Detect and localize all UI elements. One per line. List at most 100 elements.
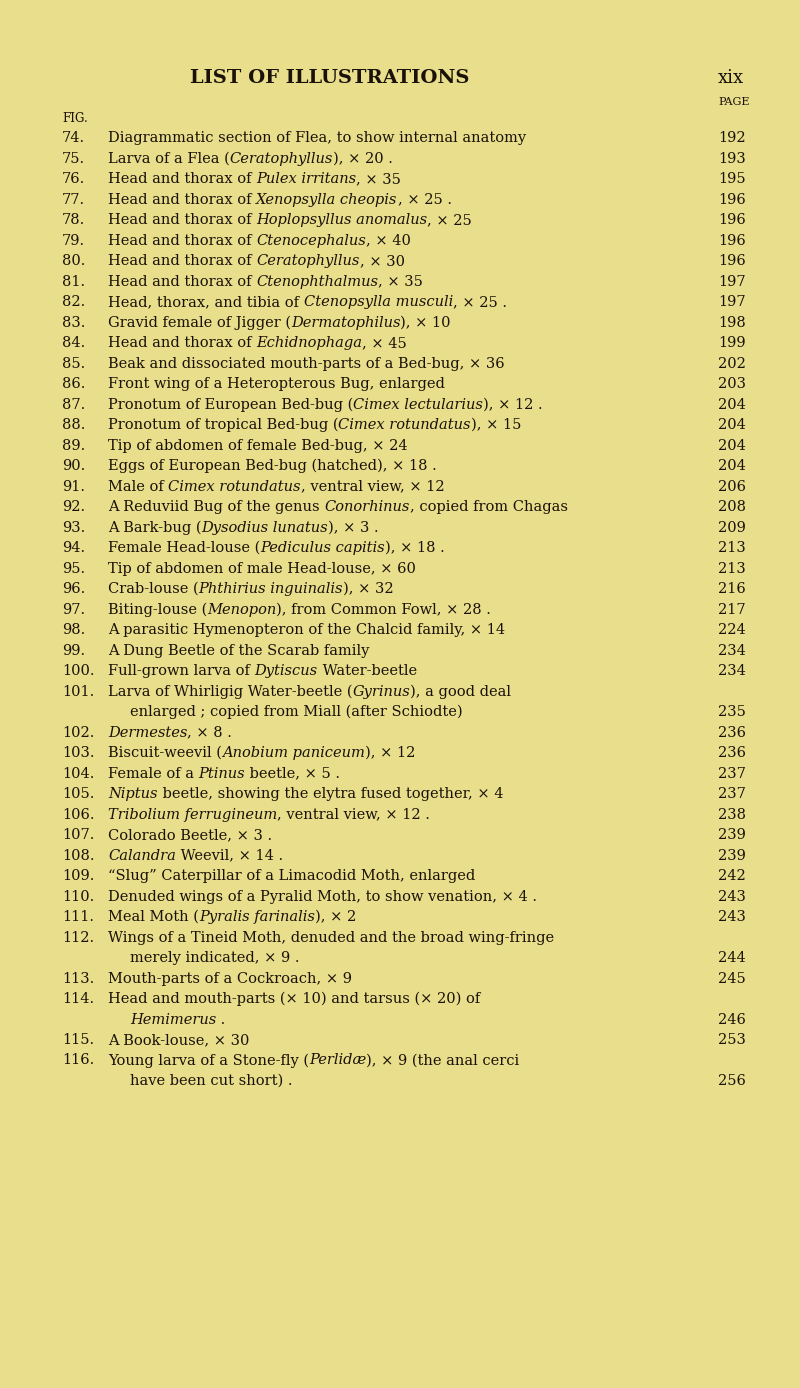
Text: Front wing of a Heteropterous Bug, enlarged: Front wing of a Heteropterous Bug, enlar… [108, 378, 445, 391]
Text: A parasitic Hymenopteron of the Chalcid family, × 14: A parasitic Hymenopteron of the Chalcid … [108, 623, 505, 637]
Text: Anobium paniceum: Anobium paniceum [222, 745, 365, 761]
Text: Cimex rotundatus: Cimex rotundatus [338, 418, 471, 432]
Text: 102.: 102. [62, 726, 94, 740]
Text: 89.: 89. [62, 439, 86, 452]
Text: 96.: 96. [62, 582, 86, 595]
Text: ), × 18 .: ), × 18 . [385, 541, 445, 555]
Text: Niptus: Niptus [108, 787, 158, 801]
Text: Pronotum of European Bed-bug (: Pronotum of European Bed-bug ( [108, 397, 354, 412]
Text: Perlidæ: Perlidæ [309, 1053, 366, 1067]
Text: 235: 235 [718, 705, 746, 719]
Text: Colorado Beetle, × 3 .: Colorado Beetle, × 3 . [108, 829, 272, 843]
Text: 105.: 105. [62, 787, 94, 801]
Text: Calandra: Calandra [108, 848, 176, 862]
Text: Pronotum of tropical Bed-bug (: Pronotum of tropical Bed-bug ( [108, 418, 338, 432]
Text: 198: 198 [718, 315, 746, 329]
Text: Head, thorax, and tibia of: Head, thorax, and tibia of [108, 296, 304, 310]
Text: 204: 204 [718, 397, 746, 411]
Text: , × 25 .: , × 25 . [398, 193, 451, 207]
Text: 238: 238 [718, 808, 746, 822]
Text: Mouth-parts of a Cockroach, × 9: Mouth-parts of a Cockroach, × 9 [108, 972, 352, 985]
Text: Head and thorax of: Head and thorax of [108, 212, 256, 228]
Text: 196: 196 [718, 233, 746, 247]
Text: A Book-louse, × 30: A Book-louse, × 30 [108, 1033, 250, 1047]
Text: Head and mouth-parts (× 10) and tarsus (× 20) of: Head and mouth-parts (× 10) and tarsus (… [108, 992, 480, 1006]
Text: 101.: 101. [62, 684, 94, 698]
Text: 81.: 81. [62, 275, 85, 289]
Text: 206: 206 [718, 479, 746, 494]
Text: Young larva of a Stone-fly (: Young larva of a Stone-fly ( [108, 1053, 309, 1067]
Text: 74.: 74. [62, 130, 85, 144]
Text: A Reduviid Bug of the genus: A Reduviid Bug of the genus [108, 500, 324, 514]
Text: Tip of abdomen of female Bed-bug, × 24: Tip of abdomen of female Bed-bug, × 24 [108, 439, 408, 452]
Text: 234: 234 [718, 644, 746, 658]
Text: 244: 244 [718, 951, 746, 965]
Text: Male of: Male of [108, 479, 168, 494]
Text: 236: 236 [718, 745, 746, 761]
Text: Hemimerus: Hemimerus [130, 1012, 216, 1027]
Text: , ventral view, × 12: , ventral view, × 12 [301, 479, 445, 494]
Text: have been cut short) .: have been cut short) . [130, 1074, 293, 1088]
Text: Beak and dissociated mouth-parts of a Bed-bug, × 36: Beak and dissociated mouth-parts of a Be… [108, 357, 505, 371]
Text: 245: 245 [718, 972, 746, 985]
Text: , × 35: , × 35 [356, 172, 401, 186]
Text: , × 45: , × 45 [362, 336, 407, 350]
Text: 116.: 116. [62, 1053, 94, 1067]
Text: , ventral view, × 12 .: , ventral view, × 12 . [278, 808, 430, 822]
Text: , copied from Chagas: , copied from Chagas [410, 500, 568, 514]
Text: Pulex irritans: Pulex irritans [256, 172, 356, 186]
Text: 224: 224 [718, 623, 746, 637]
Text: Ctenocephalus: Ctenocephalus [256, 233, 366, 247]
Text: 202: 202 [718, 357, 746, 371]
Text: 76.: 76. [62, 172, 86, 186]
Text: 217: 217 [718, 602, 746, 616]
Text: 196: 196 [718, 193, 746, 207]
Text: 100.: 100. [62, 663, 94, 677]
Text: Full-grown larva of: Full-grown larva of [108, 663, 254, 677]
Text: ), × 32: ), × 32 [343, 582, 394, 595]
Text: 237: 237 [718, 766, 746, 780]
Text: 242: 242 [718, 869, 746, 883]
Text: beetle, × 5 .: beetle, × 5 . [246, 766, 340, 780]
Text: 213: 213 [718, 541, 746, 555]
Text: 193: 193 [718, 151, 746, 165]
Text: 84.: 84. [62, 336, 86, 350]
Text: 239: 239 [718, 848, 746, 862]
Text: Ceratophyllus: Ceratophyllus [230, 151, 333, 165]
Text: 253: 253 [718, 1033, 746, 1047]
Text: Head and thorax of: Head and thorax of [108, 172, 256, 186]
Text: Denuded wings of a Pyralid Moth, to show venation, × 4 .: Denuded wings of a Pyralid Moth, to show… [108, 890, 537, 904]
Text: Cimex rotundatus: Cimex rotundatus [168, 479, 301, 494]
Text: Crab-louse (: Crab-louse ( [108, 582, 198, 595]
Text: 91.: 91. [62, 479, 85, 494]
Text: 256: 256 [718, 1074, 746, 1088]
Text: , × 25: , × 25 [427, 212, 472, 228]
Text: Wings of a Tineid Moth, denuded and the broad wing-fringe: Wings of a Tineid Moth, denuded and the … [108, 930, 554, 944]
Text: 204: 204 [718, 459, 746, 473]
Text: Xenopsylla cheopis: Xenopsylla cheopis [256, 193, 398, 207]
Text: 98.: 98. [62, 623, 86, 637]
Text: A Bark-bug (: A Bark-bug ( [108, 520, 202, 534]
Text: 107.: 107. [62, 829, 94, 843]
Text: ), × 12 .: ), × 12 . [483, 397, 542, 411]
Text: ), × 9 (the anal cerci: ), × 9 (the anal cerci [366, 1053, 519, 1067]
Text: 99.: 99. [62, 644, 85, 658]
Text: 103.: 103. [62, 745, 94, 761]
Text: 95.: 95. [62, 562, 85, 576]
Text: beetle, showing the elytra fused together, × 4: beetle, showing the elytra fused togethe… [158, 787, 503, 801]
Text: Gravid female of Jigger (: Gravid female of Jigger ( [108, 315, 291, 330]
Text: 236: 236 [718, 726, 746, 740]
Text: Pediculus capitis: Pediculus capitis [260, 541, 385, 555]
Text: 77.: 77. [62, 193, 85, 207]
Text: Echidnophaga: Echidnophaga [256, 336, 362, 350]
Text: Ctenopsylla musculi: Ctenopsylla musculi [304, 296, 453, 310]
Text: 203: 203 [718, 378, 746, 391]
Text: Head and thorax of: Head and thorax of [108, 193, 256, 207]
Text: 197: 197 [718, 275, 746, 289]
Text: 82.: 82. [62, 296, 86, 310]
Text: 196: 196 [718, 212, 746, 228]
Text: 87.: 87. [62, 397, 86, 411]
Text: ), from Common Fowl, × 28 .: ), from Common Fowl, × 28 . [277, 602, 491, 616]
Text: Ctenophthalmus: Ctenophthalmus [256, 275, 378, 289]
Text: Gyrinus: Gyrinus [353, 684, 410, 698]
